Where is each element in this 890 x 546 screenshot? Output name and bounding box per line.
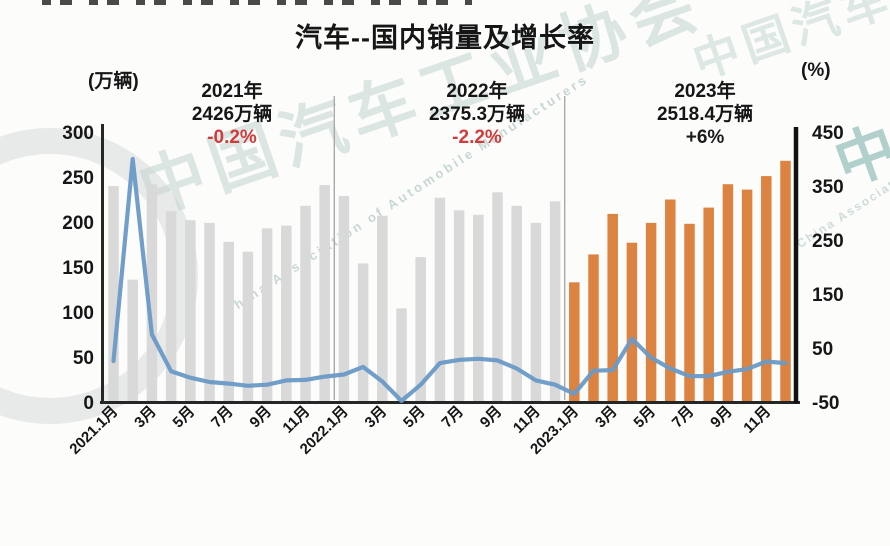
x-axis-tick-label: 9月 xyxy=(707,403,736,432)
annotation-2023-growth: +6% xyxy=(685,127,725,148)
right-axis-tick-label: 150 xyxy=(812,285,844,306)
sales-bar xyxy=(626,242,638,402)
sales-bar xyxy=(396,308,407,402)
sales-bar xyxy=(588,254,599,402)
annotation-2021: 2021年 2426万辆 -0.2% xyxy=(132,80,332,149)
sales-bar xyxy=(242,251,254,402)
x-axis-tick-label: 3月 xyxy=(362,403,391,432)
x-axis-tick-label: 5月 xyxy=(400,403,429,432)
sales-bar xyxy=(377,215,388,402)
x-axis-tick-label: 11月 xyxy=(510,403,544,437)
sales-bar xyxy=(741,189,753,402)
sales-bar xyxy=(549,201,561,402)
left-axis-tick-label: 300 xyxy=(62,123,94,144)
sales-bar xyxy=(492,192,503,402)
x-axis-tick-label: 7月 xyxy=(438,403,467,432)
sales-bar xyxy=(415,257,426,402)
annotation-2022-volume: 2375.3万辆 xyxy=(428,104,526,125)
x-axis-tick-label: 7月 xyxy=(669,403,698,432)
growth-rate-line xyxy=(111,156,788,403)
cropped-text-remnant xyxy=(42,0,472,5)
left-axis-tick-label: 100 xyxy=(62,303,94,324)
left-axis-tick-label: 150 xyxy=(62,258,94,279)
sales-bar xyxy=(645,222,657,402)
left-axis-tick-label: 0 xyxy=(83,393,94,414)
sales-bar xyxy=(684,223,695,402)
x-axis-tick-label: 11月 xyxy=(740,403,774,437)
sales-bar xyxy=(146,184,158,402)
x-axis-tick-label: 3月 xyxy=(592,403,621,432)
sales-bar xyxy=(185,220,196,402)
sales-bar xyxy=(261,228,273,402)
sales-bar xyxy=(357,263,369,402)
sales-bar xyxy=(108,186,119,402)
right-axis-tick-label: 350 xyxy=(812,177,844,198)
sales-bar xyxy=(511,205,522,402)
annotation-2021-year: 2021年 xyxy=(201,81,263,102)
x-axis-tick-label: 5月 xyxy=(630,403,659,432)
sales-bar xyxy=(607,213,618,402)
x-axis-tick-label: 3月 xyxy=(131,403,160,432)
sales-bar xyxy=(530,222,542,402)
x-axis-tick-label: 9月 xyxy=(477,403,506,432)
annotation-2022-year: 2022年 xyxy=(446,81,508,102)
right-axis-tick-label: 50 xyxy=(812,339,833,360)
sales-bar xyxy=(300,205,311,402)
x-axis-tick-label: 9月 xyxy=(246,403,275,432)
annotation-2021-growth: -0.2% xyxy=(207,127,257,148)
sales-bar xyxy=(665,199,676,402)
left-axis-tick-label: 50 xyxy=(73,348,94,369)
sales-bar xyxy=(223,241,234,402)
annotation-2022: 2022年 2375.3万辆 -2.2% xyxy=(377,80,577,149)
x-axis-tick-label: 11月 xyxy=(279,403,313,437)
x-axis-tick-label: 5月 xyxy=(170,403,199,432)
chart-title: 汽车--国内销量及增长率 xyxy=(295,23,595,53)
annotation-2021-volume: 2426万辆 xyxy=(191,104,273,125)
sales-bar xyxy=(204,222,215,402)
sales-bar xyxy=(434,197,446,402)
annotation-2023-volume: 2518.4万辆 xyxy=(656,104,754,125)
x-axis-tick-label: 7月 xyxy=(208,403,237,432)
sales-bar xyxy=(703,207,714,402)
sales-bar xyxy=(453,210,465,402)
right-axis-tick-label: 450 xyxy=(812,123,844,144)
annotation-2023: 2023年 2518.4万辆 +6% xyxy=(605,80,805,149)
annotation-2023-year: 2023年 xyxy=(674,81,736,102)
sales-bar xyxy=(338,195,350,402)
sales-bar xyxy=(761,176,772,402)
sales-bar xyxy=(473,214,484,402)
sales-bar xyxy=(722,184,734,402)
right-axis-tick-label: -50 xyxy=(812,393,839,414)
right-axis-tick-label: 250 xyxy=(812,231,844,252)
annotation-2022-growth: -2.2% xyxy=(452,127,502,148)
sales-bar xyxy=(319,185,330,402)
sales-bar xyxy=(281,225,292,402)
left-axis-tick-label: 250 xyxy=(62,168,94,189)
sales-bar xyxy=(127,279,138,402)
sales-bar xyxy=(165,211,177,402)
sales-bar xyxy=(569,282,580,402)
left-axis-unit-label: (万辆) xyxy=(88,71,139,92)
sales-bar xyxy=(780,160,791,402)
right-axis-unit-label: (%) xyxy=(801,60,831,81)
left-axis-tick-label: 200 xyxy=(62,213,94,234)
